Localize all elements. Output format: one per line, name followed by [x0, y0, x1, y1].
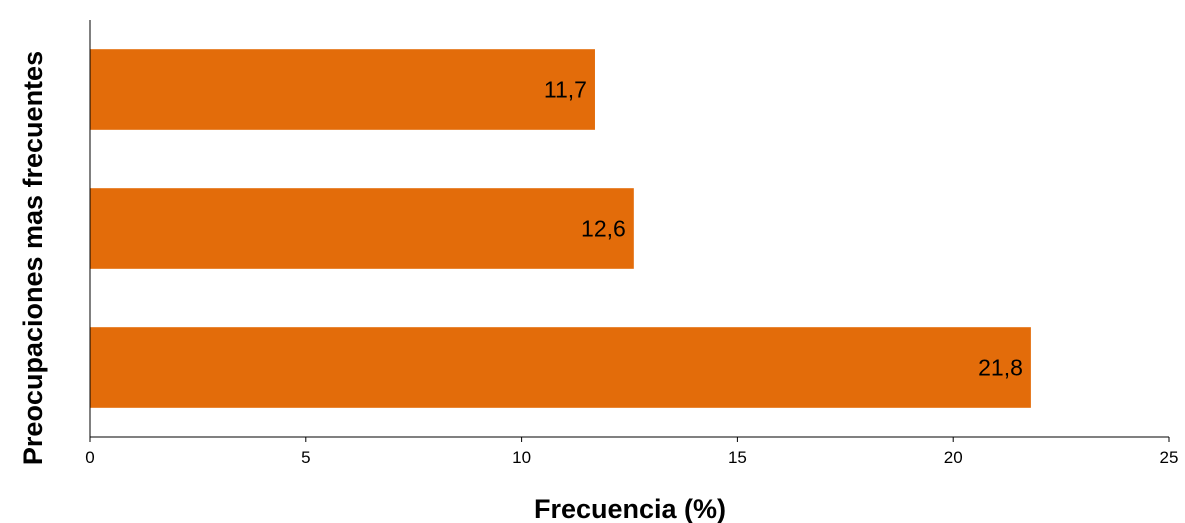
- x-tick-labels: 0 5 10 15 20 25: [85, 437, 1178, 467]
- x-tick-label: 5: [301, 448, 310, 467]
- bar: [90, 327, 1031, 408]
- x-tick-label: 10: [512, 448, 531, 467]
- x-tick-label: 15: [728, 448, 747, 467]
- x-tick-label: 0: [85, 448, 94, 467]
- bar: [90, 188, 634, 269]
- data-labels-group: 11,7 12,6 21,8: [544, 77, 1023, 381]
- bar: [90, 49, 595, 130]
- y-axis-title: Preocupaciones mas frecuentes: [18, 51, 48, 465]
- data-label: 21,8: [978, 355, 1023, 381]
- x-axis-title: Frecuencia (%): [534, 494, 726, 523]
- data-label: 11,7: [544, 77, 587, 103]
- x-tick-label: 25: [1160, 448, 1179, 467]
- bars-group: [90, 49, 1031, 408]
- x-tick-label: 20: [944, 448, 963, 467]
- data-label: 12,6: [581, 216, 626, 242]
